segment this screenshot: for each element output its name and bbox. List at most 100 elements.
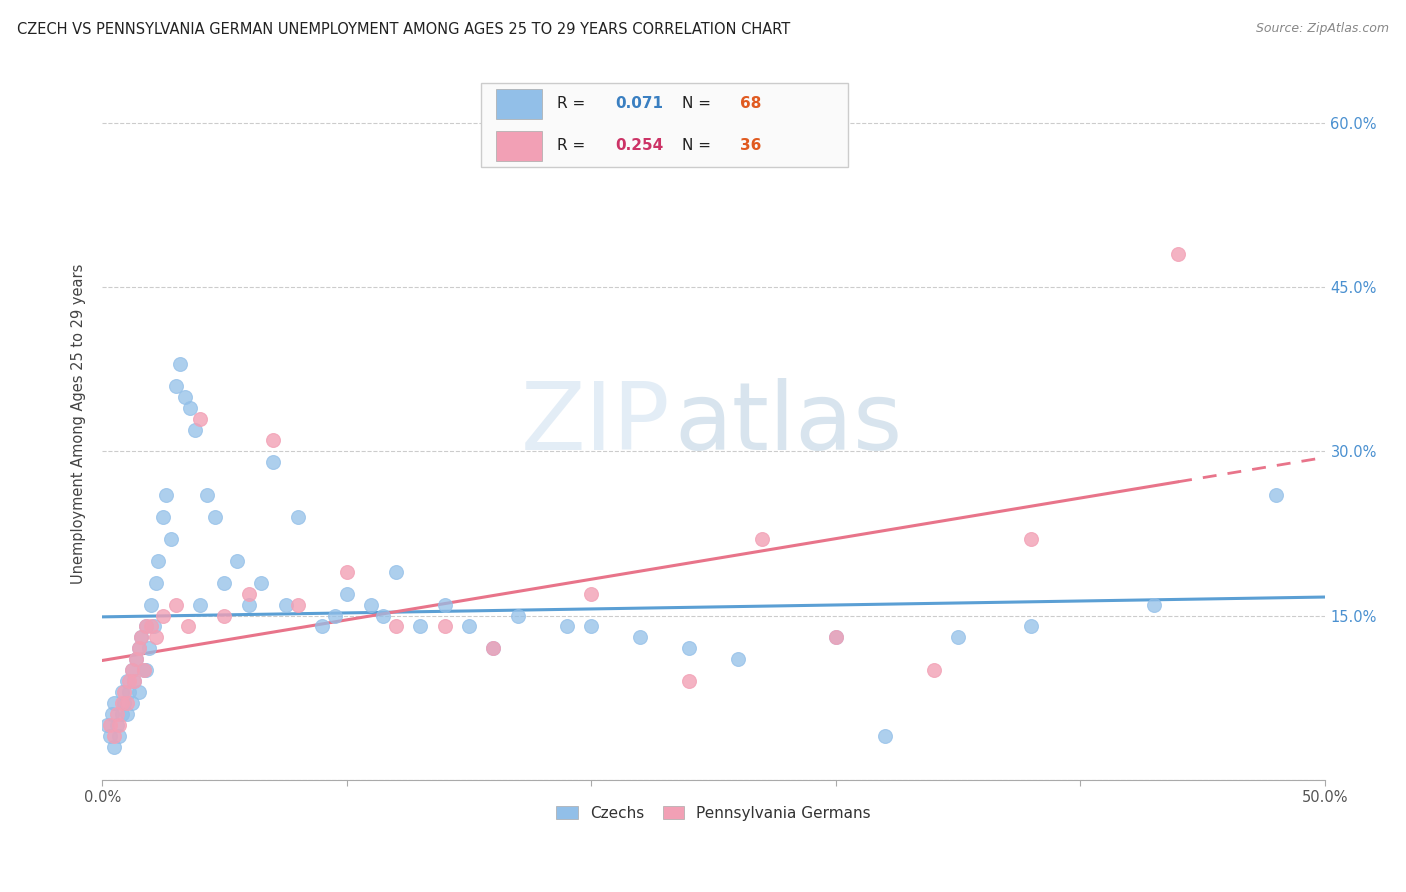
Point bbox=[287, 598, 309, 612]
Text: Source: ZipAtlas.com: Source: ZipAtlas.com bbox=[1256, 22, 1389, 36]
Point bbox=[112, 696, 135, 710]
Point bbox=[214, 608, 236, 623]
Point bbox=[946, 631, 969, 645]
Point bbox=[138, 641, 160, 656]
Bar bbox=[496, 89, 543, 119]
Point bbox=[118, 674, 141, 689]
Point bbox=[118, 685, 141, 699]
Point bbox=[122, 674, 145, 689]
Point bbox=[111, 706, 134, 721]
Point bbox=[148, 554, 170, 568]
Point bbox=[1021, 619, 1043, 633]
Point bbox=[482, 641, 505, 656]
Point bbox=[581, 619, 603, 633]
Legend: Czechs, Pennsylvania Germans: Czechs, Pennsylvania Germans bbox=[551, 801, 876, 825]
Point bbox=[108, 729, 131, 743]
Point bbox=[873, 729, 896, 743]
Point bbox=[165, 598, 187, 612]
Point bbox=[824, 631, 846, 645]
Point bbox=[174, 390, 197, 404]
Point bbox=[323, 608, 346, 623]
Point bbox=[111, 685, 134, 699]
Point bbox=[458, 619, 481, 633]
Text: R =: R = bbox=[557, 138, 591, 153]
Point bbox=[108, 718, 131, 732]
Point bbox=[678, 674, 700, 689]
Point bbox=[112, 685, 135, 699]
Point bbox=[384, 619, 406, 633]
Text: N =: N = bbox=[682, 138, 716, 153]
Point bbox=[131, 631, 153, 645]
Point bbox=[132, 663, 155, 677]
Text: R =: R = bbox=[557, 96, 591, 112]
Point bbox=[1265, 488, 1288, 502]
Point bbox=[188, 411, 211, 425]
Point bbox=[751, 532, 773, 546]
FancyBboxPatch shape bbox=[481, 83, 848, 167]
Point bbox=[287, 510, 309, 524]
Point bbox=[125, 652, 148, 666]
Point bbox=[169, 357, 191, 371]
Text: CZECH VS PENNSYLVANIA GERMAN UNEMPLOYMENT AMONG AGES 25 TO 29 YEARS CORRELATION : CZECH VS PENNSYLVANIA GERMAN UNEMPLOYMEN… bbox=[17, 22, 790, 37]
Point bbox=[125, 652, 148, 666]
Point bbox=[115, 696, 138, 710]
Point bbox=[115, 674, 138, 689]
Point bbox=[274, 598, 297, 612]
Point bbox=[128, 685, 150, 699]
Point bbox=[152, 608, 174, 623]
Point bbox=[122, 674, 145, 689]
Point bbox=[128, 641, 150, 656]
Point bbox=[111, 696, 134, 710]
Point bbox=[132, 663, 155, 677]
Point bbox=[184, 423, 207, 437]
Point bbox=[238, 587, 260, 601]
Point bbox=[165, 378, 187, 392]
Point bbox=[145, 575, 167, 590]
Point bbox=[336, 587, 359, 601]
Point bbox=[204, 510, 226, 524]
Point bbox=[135, 619, 157, 633]
Point bbox=[159, 532, 181, 546]
Point bbox=[311, 619, 333, 633]
Point bbox=[98, 729, 121, 743]
Point bbox=[103, 729, 125, 743]
Point bbox=[96, 718, 118, 732]
Point bbox=[188, 598, 211, 612]
Point bbox=[1167, 247, 1189, 261]
Point bbox=[727, 652, 749, 666]
Point bbox=[145, 631, 167, 645]
Point bbox=[128, 641, 150, 656]
Point bbox=[105, 718, 128, 732]
Point bbox=[250, 575, 273, 590]
Point bbox=[152, 510, 174, 524]
Point bbox=[238, 598, 260, 612]
Point bbox=[336, 565, 359, 579]
Point bbox=[824, 631, 846, 645]
Point bbox=[262, 434, 284, 448]
Point bbox=[135, 619, 157, 633]
Point bbox=[139, 598, 162, 612]
Point bbox=[384, 565, 406, 579]
Text: atlas: atlas bbox=[675, 378, 903, 470]
Point bbox=[360, 598, 382, 612]
Point bbox=[628, 631, 651, 645]
Point bbox=[506, 608, 529, 623]
Point bbox=[262, 455, 284, 469]
Point bbox=[101, 706, 124, 721]
Point bbox=[105, 706, 128, 721]
Point bbox=[409, 619, 432, 633]
Point bbox=[139, 619, 162, 633]
Point bbox=[142, 619, 165, 633]
Point bbox=[433, 598, 456, 612]
Point bbox=[121, 696, 143, 710]
Point bbox=[121, 663, 143, 677]
Point bbox=[98, 718, 121, 732]
Point bbox=[135, 663, 157, 677]
Point bbox=[115, 706, 138, 721]
Point bbox=[103, 696, 125, 710]
Text: 68: 68 bbox=[741, 96, 762, 112]
Text: 36: 36 bbox=[741, 138, 762, 153]
Text: ZIP: ZIP bbox=[522, 378, 671, 470]
Point bbox=[179, 401, 201, 415]
Point bbox=[225, 554, 247, 568]
